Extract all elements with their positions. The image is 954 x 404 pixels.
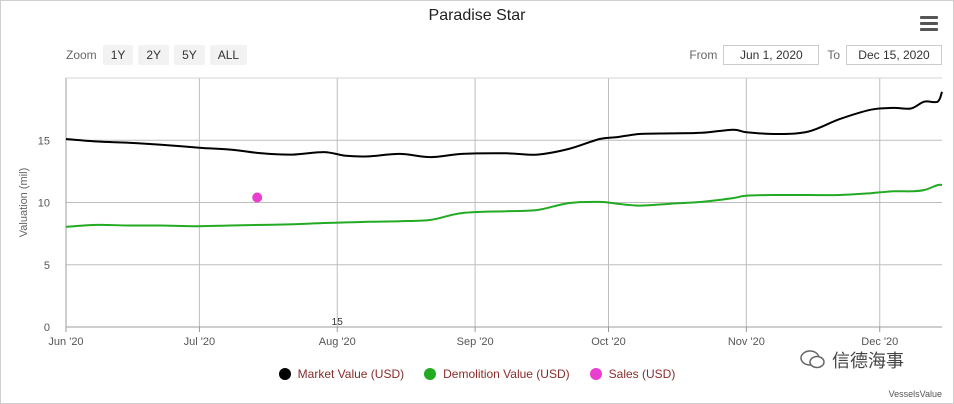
from-date-input[interactable]: Jun 1, 2020 (723, 45, 820, 65)
legend: Market Value (USD) Demolition Value (USD… (0, 367, 954, 381)
legend-marker-demolition-value (424, 368, 437, 380)
zoom-5y-button[interactable]: 5Y (174, 45, 205, 65)
series-line-demolition-value (65, 183, 943, 228)
x-tick-label: Nov '20 (728, 336, 765, 348)
chart-credit: VesselsValue (888, 389, 942, 399)
legend-item-demolition-value[interactable]: Demolition Value (USD) (424, 367, 570, 381)
zoom-1y-button[interactable]: 1Y (102, 45, 134, 65)
stray-axis-label: 15 (332, 317, 344, 328)
to-label: To (827, 48, 840, 62)
chart-title: Paradise Star (428, 7, 526, 24)
legend-label-market-value: Market Value (USD) (297, 367, 405, 381)
zoom-controls: Zoom 1Y 2Y 5Y ALL (66, 44, 252, 66)
legend-label-sales: Sales (USD) (608, 367, 676, 381)
zoom-label: Zoom (66, 48, 97, 62)
to-date-input[interactable]: Dec 15, 2020 (846, 45, 942, 65)
legend-marker-sales (589, 368, 602, 380)
watermark: 信德海事 (800, 347, 904, 373)
legend-item-market-value[interactable]: Market Value (USD) (278, 367, 405, 381)
series-line-market-value (65, 91, 943, 159)
y-tick-label: 5 (44, 260, 50, 272)
y-tick-label: 0 (44, 322, 50, 334)
sales-point (252, 192, 263, 203)
y-axis-title: Valuation (mil) (18, 168, 30, 238)
x-tick-label: Aug '20 (319, 336, 356, 348)
y-tick-label: 15 (38, 135, 50, 147)
x-tick-label: Sep '20 (457, 336, 494, 348)
zoom-all-button[interactable]: ALL (209, 45, 248, 65)
x-tick-label: Jun '20 (48, 336, 83, 348)
x-tick-label: Jul '20 (184, 336, 215, 348)
zoom-2y-button[interactable]: 2Y (138, 45, 170, 65)
x-tick-label: Oct '20 (591, 336, 626, 348)
watermark-text: 信德海事 (832, 351, 904, 371)
legend-marker-market-value (278, 368, 291, 380)
date-range: From Jun 1, 2020 To Dec 15, 2020 (681, 44, 942, 66)
from-label: From (689, 48, 718, 62)
y-tick-label: 10 (38, 198, 50, 210)
chat-bubbles-icon (800, 350, 825, 369)
x-tick-label: Dec '20 (861, 336, 898, 348)
legend-label-demolition-value: Demolition Value (USD) (443, 367, 570, 381)
hamburger-menu-icon[interactable] (920, 16, 938, 32)
legend-item-sales[interactable]: Sales (USD) (589, 367, 676, 381)
